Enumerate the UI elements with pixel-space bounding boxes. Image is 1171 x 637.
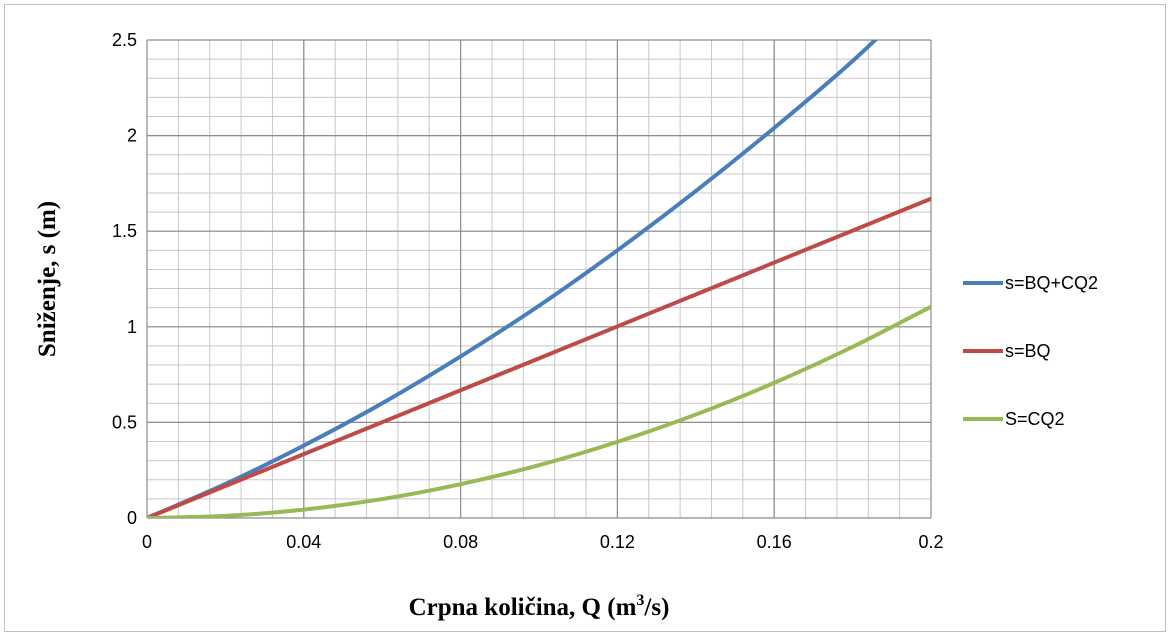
x-axis-title: Crpna količina, Q (m3/s) [409, 592, 670, 621]
legend-label-2: s=BQ [1005, 341, 1051, 361]
x-tick-labels: 0 0.04 0.08 0.12 0.16 0.2 [142, 532, 944, 552]
x-tick-label: 0.2 [918, 532, 943, 552]
series-line-1 [147, 40, 879, 518]
legend-label-3: S=CQ2 [1005, 409, 1065, 429]
series-lines [147, 40, 931, 518]
legend-label-1: s=BQ+CQ2 [1005, 273, 1098, 293]
y-tick-labels: 0 0.5 1 1.5 2 2.5 [112, 30, 137, 528]
x-tick-label: 0.16 [757, 532, 792, 552]
chart-frame: 0 0.04 0.08 0.12 0.16 0.2 0 0.5 1 1.5 2 2.5 s=BQ+C… [4, 4, 1166, 632]
x-axis-title-main: Crpna količina, Q (m [409, 594, 637, 621]
x-tick-label: 0.08 [443, 532, 478, 552]
y-tick-label: 0 [127, 508, 137, 528]
chart-svg: 0 0.04 0.08 0.12 0.16 0.2 0 0.5 1 1.5 2 2.5 s=BQ+C… [34, 30, 1098, 621]
y-tick-label: 1 [127, 317, 137, 337]
grid-major [146, 39, 932, 519]
grid-minor [146, 39, 932, 519]
y-tick-label: 2.5 [112, 30, 137, 50]
x-axis-title-end: /s) [643, 594, 669, 621]
y-tick-label: 2 [127, 126, 137, 146]
y-axis-title: Sniženje, s (m) [34, 201, 61, 357]
y-tick-label: 0.5 [112, 412, 137, 432]
legend: s=BQ+CQ2 s=BQ S=CQ2 [963, 273, 1098, 429]
y-tick-label: 1.5 [112, 221, 137, 241]
x-tick-label: 0.04 [286, 532, 321, 552]
x-axis-title-superscript: 3 [636, 592, 644, 609]
x-tick-label: 0.12 [600, 532, 635, 552]
x-tick-label: 0 [142, 532, 152, 552]
series-line-2 [147, 196, 931, 518]
series-line-3 [147, 304, 931, 518]
